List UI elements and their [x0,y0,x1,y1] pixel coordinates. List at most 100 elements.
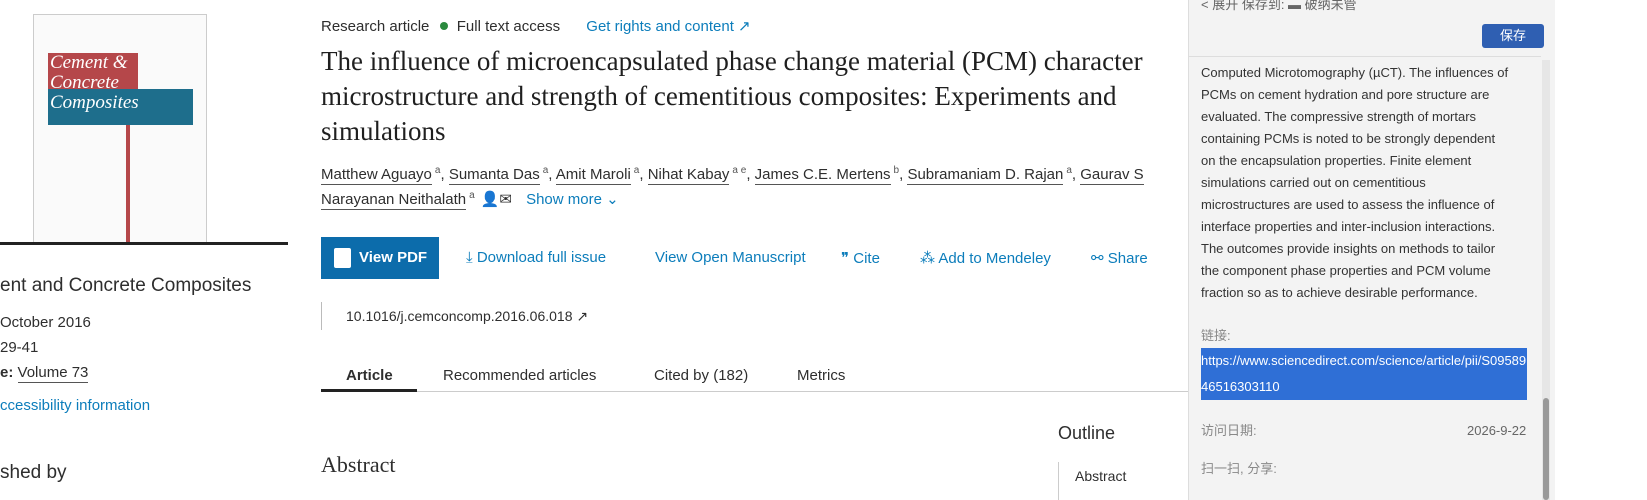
date-label: 访问日期: [1201,423,1257,438]
author-name[interactable]: Sumanta Das [448,166,540,185]
separator: , [746,166,755,183]
tab[interactable]: Metrics [797,367,846,384]
abstract-line: on the encapsulation properties. Finite … [1201,153,1472,168]
abstract-line: interface properties and inter-inclusion… [1201,219,1496,234]
pages: 29-41 [0,339,39,356]
affiliation: a [1066,165,1072,176]
tab-rule [417,391,1188,392]
link-label: 链接: [1201,328,1231,343]
save-button[interactable]: 保存 [1482,24,1544,48]
author[interactable]: James C.E. Mertens b, [754,165,908,185]
author[interactable]: Amit Maroli a, [555,165,648,185]
chevron: ⌄ [601,191,619,208]
volume-link[interactable]: Volume 73 [17,364,89,383]
section-heading: Abstract [321,452,396,477]
action-link[interactable]: ⁂ Add to Mendeley [920,250,1051,267]
journal-cover[interactable]: Cement & Concrete Composites [33,14,207,245]
abstract-line: The outcomes provide insights on methods… [1201,241,1496,256]
article-meta: Research article Full text access Get ri… [321,17,751,35]
author-name[interactable]: Amit Maroli [555,166,631,185]
doi-link[interactable]: 10.1016/j.cemconcomp.2016.06.018 ↗ [346,308,589,324]
action-label: Cite [853,250,880,267]
panel-toolbar: < 展开 保存到: ▬ 破纳未管 [1201,0,1357,12]
author-list: Narayanan Neithalath a 👤✉ Show more ⌄ [321,190,619,210]
button-label: View PDF [359,249,428,266]
outline-item[interactable]: Abstract [1075,468,1127,484]
view-pdf-button[interactable]: View PDF [321,237,439,279]
journal-name[interactable]: ent and Concrete Composites [0,275,252,296]
icons: 👤✉ [480,191,512,208]
issue-date: October 2016 [0,314,91,331]
author[interactable]: Matthew Aguayo a, [321,165,449,185]
author-name[interactable]: Matthew Aguayo [321,166,432,185]
title-line: The influence of microencapsulated phase… [321,46,1143,76]
author[interactable]: Nihat Kabay a e, [647,165,755,185]
affiliation: a [469,190,475,201]
abstract-line: Computed Microtomography (µCT). The infl… [1201,65,1509,80]
outline-rule [1058,462,1059,500]
divider [0,242,288,245]
affiliation: a [633,165,640,176]
action-label: Share [1107,250,1148,267]
action-label: Add to Mendeley [938,250,1051,267]
affiliation: a [434,165,441,176]
action-link[interactable]: ❞ Cite [841,250,880,267]
rights-link[interactable]: Get rights and content ↗ [586,18,751,35]
show-more[interactable]: Show more [526,191,602,208]
accessibility-link[interactable]: ccessibility information [0,397,151,414]
action-link[interactable]: ⤓ Download full issue [466,249,607,266]
cover-title: Cement & Concrete Composites [50,52,139,113]
separator: , [440,166,449,183]
tab[interactable]: Article [346,367,393,384]
author-name[interactable]: Subramaniam D. Rajan [907,166,1064,185]
separator: , [1071,166,1081,183]
author[interactable]: Sumanta Das a, [448,165,556,185]
affiliation: a e [732,165,747,176]
volume-label: e: [0,364,14,381]
access-date: 2026-9-22 [1467,423,1527,438]
title-line: microstructure and strength of cementiti… [321,81,1117,111]
affiliation: a [542,165,549,176]
abstract-line: evaluated. The compressive strength of m… [1201,109,1477,124]
author-name[interactable]: Gaurav S [1080,166,1144,185]
author-name[interactable]: James C.E. Mertens [754,166,891,185]
tab[interactable]: Recommended articles [443,367,597,384]
abstract-line: PCMs on cement hydration and pore struct… [1201,87,1490,102]
access: Full text access [456,18,561,35]
abstract-line: containing PCMs is noted to be strongly … [1201,131,1496,146]
save-panel: < 展开 保存到: ▬ 破纳未管 保存 Computed Microtomogr… [1188,0,1555,500]
action-label: Download full issue [476,249,607,266]
author-name[interactable]: Narayanan Neithalath [321,191,467,210]
author[interactable]: Narayanan Neithalath a [321,190,475,210]
url[interactable]: https://www.sciencedirect.com/science/ar… [1201,348,1527,400]
separator: , [899,166,908,183]
action-link[interactable]: ⚯ Share [1091,250,1148,267]
article-type: Research article [321,18,430,35]
volume-row: e: Volume 73 [0,364,89,383]
cover-band [126,125,130,245]
share-label: 扫一扫, 分享: [1201,461,1277,476]
abstract-line: the component phase properties and PCM v… [1201,263,1491,278]
separator: , [639,166,648,183]
title-line: simulations [321,116,446,146]
tab[interactable]: Cited by (182) [654,367,749,384]
doi-rule [321,302,322,330]
abstract-line: simulations carried out on cementitious [1201,175,1426,190]
author-name[interactable]: Nihat Kabay [647,166,730,185]
doi: 10.1016/j.cemconcomp.2016.06.018 [346,308,573,324]
author[interactable]: Subramaniam D. Rajan a, [907,165,1081,185]
cover-band [48,89,193,125]
access-dot [439,22,448,30]
pdf-icon [334,248,351,268]
separator: , [548,166,556,183]
author-list: Matthew Aguayo a, Sumanta Das a, Amit Maro… [321,165,1144,185]
author[interactable]: Gaurav S [1080,166,1144,185]
panel-rule [1189,56,1541,57]
scrollbar-thumb[interactable] [1543,398,1549,500]
action-link[interactable]: View Open Manuscript [655,249,806,266]
publisher-heading: shed by [0,462,67,483]
outline-heading: Outline [1058,423,1116,443]
panel-abstract: Computed Microtomography (µCT). The infl… [1201,62,1508,304]
